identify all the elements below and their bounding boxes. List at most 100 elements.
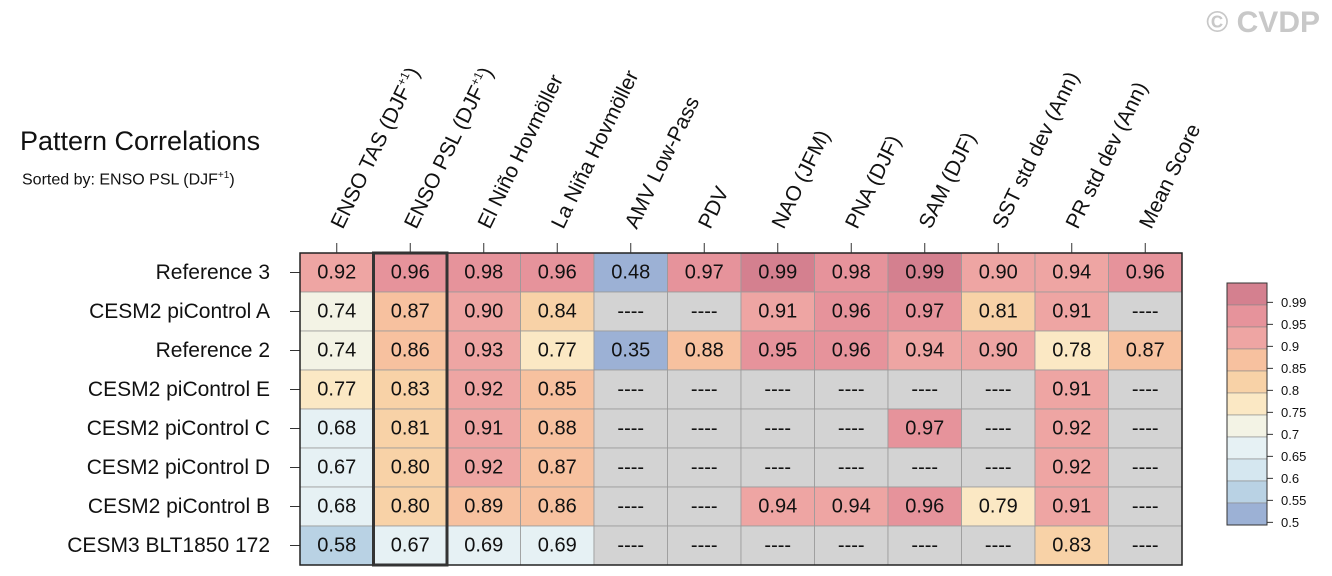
heatmap-cell bbox=[961, 447, 1036, 488]
heatmap-cell bbox=[667, 369, 742, 410]
cell-value-label: 0.94 bbox=[905, 340, 944, 362]
subtitle-superscript: +1 bbox=[217, 170, 230, 181]
heatmap-cell bbox=[1108, 486, 1183, 527]
column-label-text: SAM (DJF) bbox=[915, 129, 981, 232]
heatmap-cell bbox=[667, 486, 742, 527]
column-label: PNA (DJF) bbox=[841, 132, 906, 232]
column-label-text: AMV Low-Pass bbox=[621, 93, 705, 232]
heatmap-cell bbox=[1108, 330, 1183, 371]
colorbar-tick-label: 0.7 bbox=[1281, 427, 1299, 442]
heatmap-cell bbox=[373, 486, 448, 527]
cell-value-label: 0.58 bbox=[317, 535, 356, 557]
cell-value-label: 0.86 bbox=[538, 496, 577, 518]
cell-value-label: 0.35 bbox=[611, 340, 650, 362]
cell-value-label: 0.96 bbox=[1126, 262, 1165, 284]
cell-value-label: ---- bbox=[691, 496, 718, 518]
heatmap-cell bbox=[373, 252, 448, 293]
cell-value-label: ---- bbox=[911, 379, 938, 401]
cell-value-label: 0.81 bbox=[979, 301, 1018, 323]
heatmap-cell bbox=[1108, 447, 1183, 488]
heatmap-border bbox=[299, 252, 1183, 566]
heatmap-cell bbox=[740, 447, 815, 488]
cell-value-label: 0.83 bbox=[1052, 535, 1091, 557]
heatmap-cell bbox=[667, 447, 742, 488]
column-label: PDV bbox=[694, 183, 734, 232]
cell-value-label: 0.68 bbox=[317, 418, 356, 440]
heatmap-cell bbox=[1108, 369, 1183, 410]
column-label-text: PR std dev (Ann) bbox=[1062, 78, 1153, 232]
cell-value-label: 0.84 bbox=[538, 301, 577, 323]
cell-value-label: 0.96 bbox=[832, 301, 871, 323]
colorbar-tick-label: 0.99 bbox=[1281, 295, 1306, 310]
heatmap-cell bbox=[1034, 447, 1109, 488]
cell-value-label: 0.67 bbox=[391, 535, 430, 557]
column-label-text: PDV bbox=[694, 183, 734, 232]
heatmap-cell bbox=[887, 330, 962, 371]
cell-value-label: 0.96 bbox=[538, 262, 577, 284]
column-label-text: Mean Score bbox=[1135, 120, 1205, 232]
cell-value-label: 0.86 bbox=[391, 340, 430, 362]
heatmap-cell bbox=[446, 486, 521, 527]
cell-value-label: 0.94 bbox=[1052, 262, 1091, 284]
column-label: NAO (JFM) bbox=[768, 127, 835, 232]
cell-value-label: 0.92 bbox=[464, 379, 503, 401]
row-label: CESM2 piControl B bbox=[88, 495, 270, 518]
heatmap-cell bbox=[446, 291, 521, 332]
cell-value-label: ---- bbox=[691, 418, 718, 440]
subtitle-prefix: Sorted by: ENSO PSL (DJF bbox=[22, 171, 218, 189]
heatmap-cell bbox=[740, 486, 815, 527]
cell-value-label: 0.90 bbox=[464, 301, 503, 323]
copyright-watermark: © CVDP bbox=[1206, 6, 1320, 39]
cell-value-label: 0.99 bbox=[905, 262, 944, 284]
heatmap-cell bbox=[814, 369, 889, 410]
heatmap-cell bbox=[373, 291, 448, 332]
row-label: Reference 3 bbox=[156, 261, 270, 284]
cell-value-label: ---- bbox=[691, 379, 718, 401]
cell-value-label: 0.67 bbox=[317, 457, 356, 479]
heatmap-cell bbox=[887, 408, 962, 449]
cell-value-label: ---- bbox=[838, 379, 865, 401]
cell-value-label: 0.98 bbox=[464, 262, 503, 284]
column-label: SAM (DJF) bbox=[915, 129, 981, 232]
heatmap-cell bbox=[593, 252, 668, 293]
colorbar-tick-label: 0.85 bbox=[1281, 361, 1306, 376]
cell-value-label: 0.87 bbox=[538, 457, 577, 479]
heatmap-cell bbox=[1034, 330, 1109, 371]
colorbar-swatch bbox=[1226, 282, 1268, 306]
cell-value-label: 0.92 bbox=[317, 262, 356, 284]
heatmap-cell bbox=[740, 330, 815, 371]
column-label-text: ENSO PSL (DJF bbox=[400, 82, 489, 232]
heatmap-cell bbox=[520, 252, 595, 293]
cell-value-label: ---- bbox=[1132, 535, 1159, 557]
cell-value-label: ---- bbox=[1132, 496, 1159, 518]
row-label: Reference 2 bbox=[156, 339, 270, 362]
cell-value-label: 0.95 bbox=[758, 340, 797, 362]
cell-value-label: 0.96 bbox=[905, 496, 944, 518]
cell-value-label: 0.69 bbox=[538, 535, 577, 557]
cell-value-label: ---- bbox=[985, 457, 1012, 479]
heatmap-cell bbox=[740, 291, 815, 332]
heatmap-cell bbox=[520, 291, 595, 332]
heatmap-cell bbox=[814, 291, 889, 332]
cell-value-label: ---- bbox=[985, 418, 1012, 440]
cell-value-label: ---- bbox=[1132, 301, 1159, 323]
colorbar-tick-label: 0.6 bbox=[1281, 471, 1299, 486]
cell-value-label: ---- bbox=[764, 418, 791, 440]
colorbar-tick-label: 0.65 bbox=[1281, 449, 1306, 464]
heatmap-cell bbox=[887, 369, 962, 410]
cell-value-label: ---- bbox=[691, 457, 718, 479]
heatmap-cell bbox=[446, 447, 521, 488]
row-label: CESM3 BLT1850 172 bbox=[67, 534, 270, 557]
colorbar-swatch bbox=[1226, 392, 1268, 416]
colorbar-swatch bbox=[1226, 458, 1268, 482]
cell-value-label: ---- bbox=[764, 535, 791, 557]
heatmap-cell bbox=[814, 252, 889, 293]
cell-value-label: ---- bbox=[617, 379, 644, 401]
heatmap-cell bbox=[887, 525, 962, 566]
heatmap-cell bbox=[1108, 291, 1183, 332]
cell-value-label: ---- bbox=[617, 301, 644, 323]
cell-value-label: 0.87 bbox=[1126, 340, 1165, 362]
cell-value-label: 0.74 bbox=[317, 301, 356, 323]
heatmap-cell bbox=[593, 447, 668, 488]
heatmap-cell bbox=[373, 330, 448, 371]
